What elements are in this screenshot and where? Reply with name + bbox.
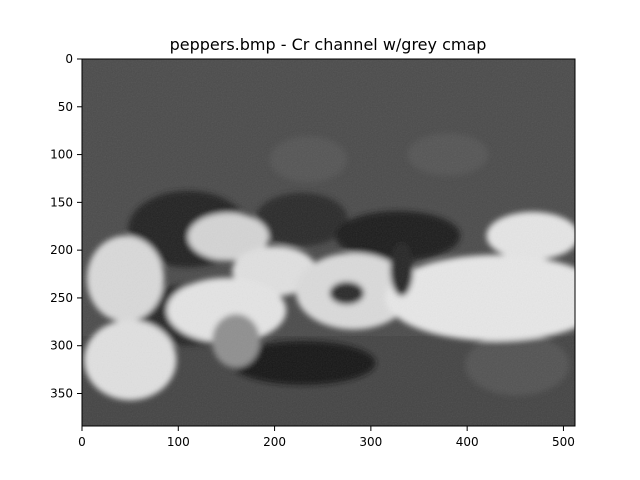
y-axis: 0 50 100 150 200 250 300 350: [50, 52, 82, 401]
x-tick-label-1: 100: [167, 435, 190, 449]
y-tick-label-4: 200: [50, 243, 73, 257]
image-texture-overlay: [82, 59, 575, 426]
x-tick-label-5: 500: [552, 435, 575, 449]
chart-title: peppers.bmp - Cr channel w/grey cmap: [170, 35, 487, 54]
x-tick-label-4: 400: [456, 435, 479, 449]
y-tick-label-5: 250: [50, 291, 73, 305]
plot-frame: [81, 58, 576, 427]
y-tick-label-0: 0: [65, 52, 73, 66]
y-tick-label-2: 100: [50, 148, 73, 162]
y-tick-label-7: 350: [50, 387, 73, 401]
x-tick-label-3: 300: [359, 435, 382, 449]
x-axis: 0 100 200 300 400 500: [78, 426, 575, 449]
image-area: [81, 58, 576, 427]
y-tick-label-3: 150: [50, 195, 73, 209]
y-tick-label-1: 50: [58, 100, 73, 114]
y-tick-label-6: 300: [50, 339, 73, 353]
x-tick-label-2: 200: [263, 435, 286, 449]
x-tick-label-0: 0: [78, 435, 86, 449]
